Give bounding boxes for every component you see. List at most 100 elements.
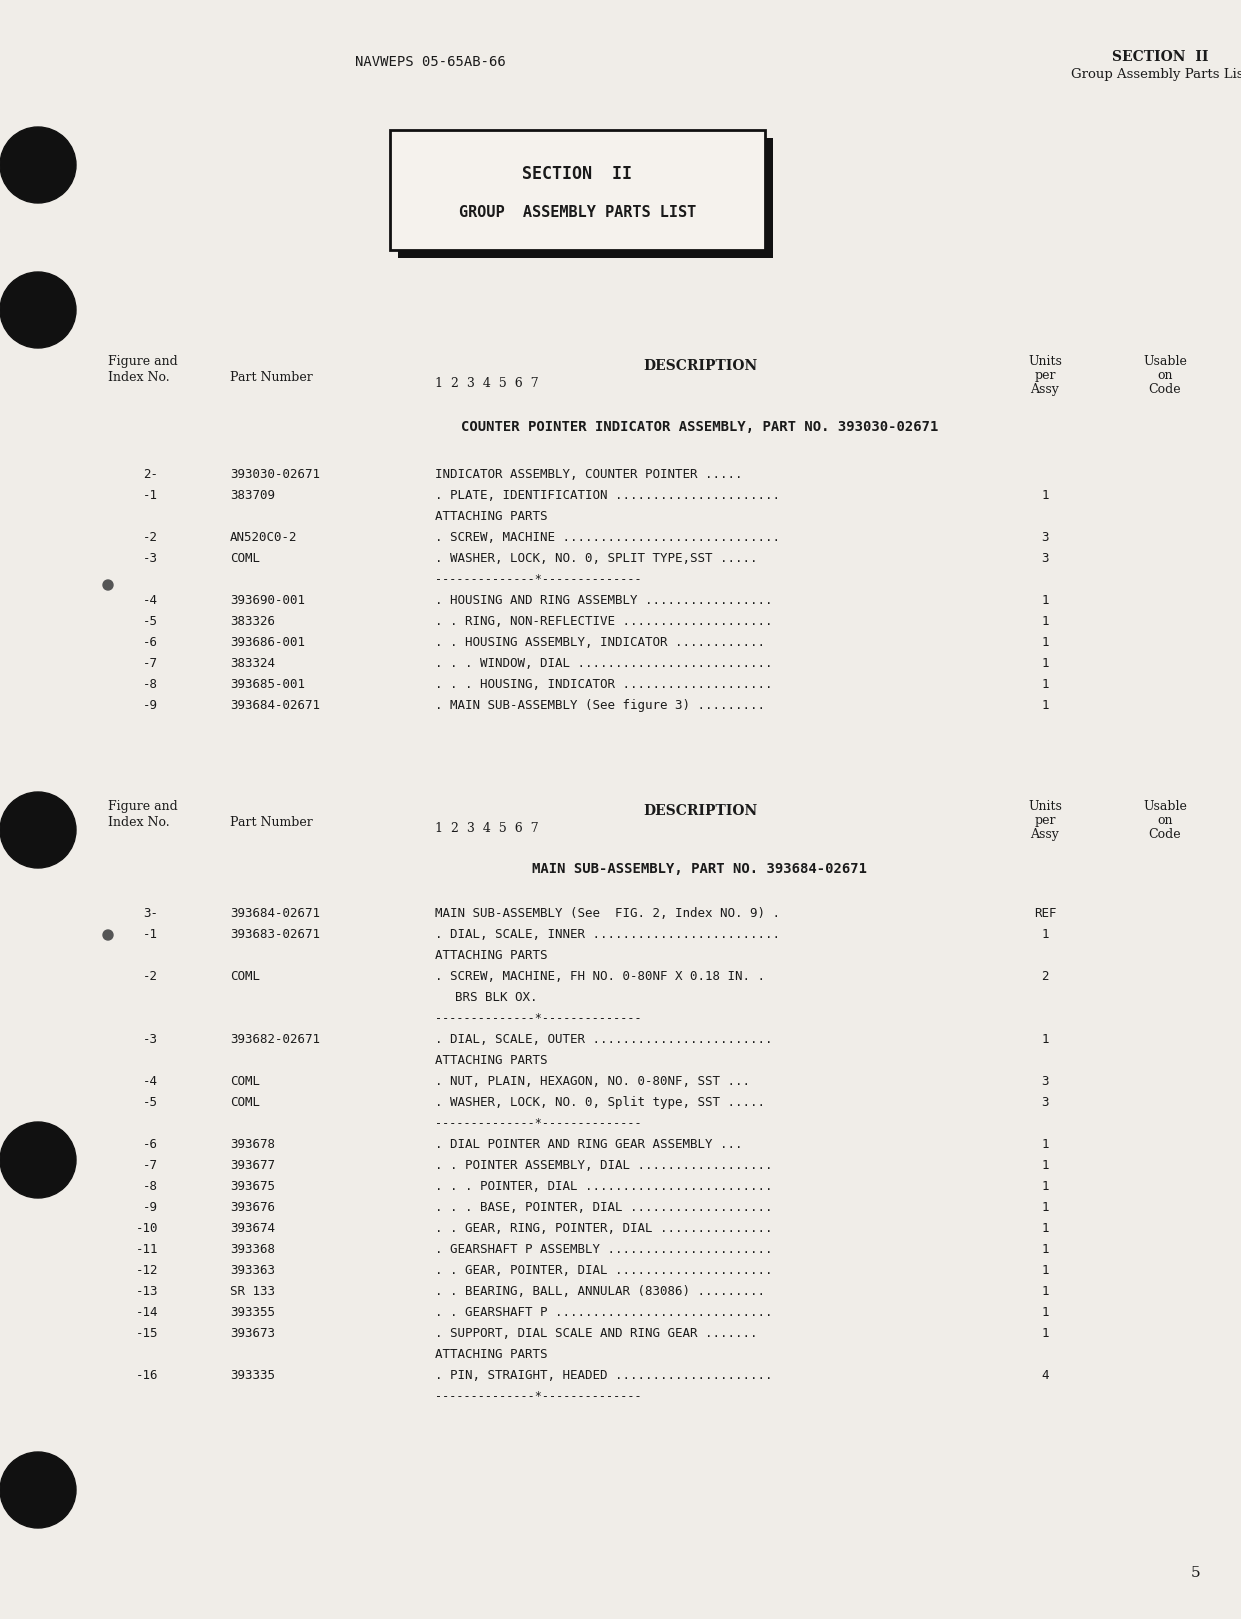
Circle shape [103, 929, 113, 941]
Text: --------------*--------------: --------------*-------------- [436, 1117, 642, 1130]
Text: 383709: 383709 [230, 489, 276, 502]
Text: 393030-02671: 393030-02671 [230, 468, 320, 481]
Text: . DIAL, SCALE, OUTER ........................: . DIAL, SCALE, OUTER ...................… [436, 1033, 772, 1046]
Text: 393676: 393676 [230, 1201, 276, 1214]
Text: ATTACHING PARTS: ATTACHING PARTS [436, 510, 547, 523]
Text: . . RING, NON-REFLECTIVE ....................: . . RING, NON-REFLECTIVE ...............… [436, 615, 772, 628]
Text: . . GEAR, POINTER, DIAL .....................: . . GEAR, POINTER, DIAL ................… [436, 1264, 772, 1277]
Text: . PIN, STRAIGHT, HEADED .....................: . PIN, STRAIGHT, HEADED ................… [436, 1370, 772, 1383]
Text: 1: 1 [1041, 1328, 1049, 1341]
Text: -4: -4 [143, 594, 158, 607]
Text: 1  2  3  4  5  6  7: 1 2 3 4 5 6 7 [436, 822, 539, 835]
Bar [390, 130, 764, 249]
Text: Usable: Usable [1143, 355, 1186, 368]
Circle shape [0, 1452, 76, 1528]
Text: -4: -4 [143, 1075, 158, 1088]
Text: . WASHER, LOCK, NO. 0, SPLIT TYPE,SST .....: . WASHER, LOCK, NO. 0, SPLIT TYPE,SST ..… [436, 552, 757, 565]
Text: SECTION  II: SECTION II [1112, 50, 1209, 65]
Text: Part Number: Part Number [230, 371, 313, 384]
Text: 393673: 393673 [230, 1328, 276, 1341]
Text: 383326: 383326 [230, 615, 276, 628]
Text: NAVWEPS 05-65AB-66: NAVWEPS 05-65AB-66 [355, 55, 505, 70]
Text: . . . BASE, POINTER, DIAL ...................: . . . BASE, POINTER, DIAL ..............… [436, 1201, 772, 1214]
Text: -9: -9 [143, 1201, 158, 1214]
Text: -9: -9 [143, 699, 158, 712]
Text: -7: -7 [143, 657, 158, 670]
Text: MAIN SUB-ASSEMBLY, PART NO. 393684-02671: MAIN SUB-ASSEMBLY, PART NO. 393684-02671 [532, 861, 867, 876]
Text: BRS BLK OX.: BRS BLK OX. [455, 991, 537, 1004]
Text: Units: Units [1028, 355, 1062, 368]
Text: 393690-001: 393690-001 [230, 594, 305, 607]
Text: -8: -8 [143, 1180, 158, 1193]
Text: . MAIN SUB-ASSEMBLY (See figure 3) .........: . MAIN SUB-ASSEMBLY (See figure 3) .....… [436, 699, 764, 712]
Text: -16: -16 [135, 1370, 158, 1383]
Text: ATTACHING PARTS: ATTACHING PARTS [436, 949, 547, 962]
Circle shape [0, 1122, 76, 1198]
Text: 393686-001: 393686-001 [230, 636, 305, 649]
Text: --------------*--------------: --------------*-------------- [436, 1012, 642, 1025]
Text: . . HOUSING ASSEMBLY, INDICATOR ............: . . HOUSING ASSEMBLY, INDICATOR ........… [436, 636, 764, 649]
Text: 1: 1 [1041, 1264, 1049, 1277]
Text: -7: -7 [143, 1159, 158, 1172]
Bar [398, 138, 773, 257]
Text: 1: 1 [1041, 1201, 1049, 1214]
Text: -1: -1 [143, 928, 158, 941]
Text: -14: -14 [135, 1307, 158, 1319]
Text: 4: 4 [1041, 1370, 1049, 1383]
Text: 1: 1 [1041, 928, 1049, 941]
Text: Assy: Assy [1030, 827, 1060, 840]
Text: . SCREW, MACHINE, FH NO. 0-80NF X 0.18 IN. .: . SCREW, MACHINE, FH NO. 0-80NF X 0.18 I… [436, 970, 764, 983]
Text: GROUP  ASSEMBLY PARTS LIST: GROUP ASSEMBLY PARTS LIST [459, 206, 696, 220]
Text: . WASHER, LOCK, NO. 0, Split type, SST .....: . WASHER, LOCK, NO. 0, Split type, SST .… [436, 1096, 764, 1109]
Text: --------------*--------------: --------------*-------------- [436, 1391, 642, 1404]
Text: Code: Code [1149, 384, 1181, 397]
Text: . . . POINTER, DIAL .........................: . . . POINTER, DIAL ....................… [436, 1180, 772, 1193]
Text: 393682-02671: 393682-02671 [230, 1033, 320, 1046]
Text: 1: 1 [1041, 657, 1049, 670]
Text: -2: -2 [143, 531, 158, 544]
Text: 393678: 393678 [230, 1138, 276, 1151]
Text: 1: 1 [1041, 1180, 1049, 1193]
Text: 1: 1 [1041, 615, 1049, 628]
Text: COML: COML [230, 970, 261, 983]
Text: DESCRIPTION: DESCRIPTION [643, 805, 757, 818]
Text: -6: -6 [143, 1138, 158, 1151]
Text: 393355: 393355 [230, 1307, 276, 1319]
Text: 1: 1 [1041, 699, 1049, 712]
Text: 2-: 2- [143, 468, 158, 481]
Text: 1: 1 [1041, 594, 1049, 607]
Text: 1: 1 [1041, 489, 1049, 502]
Text: 1: 1 [1041, 1243, 1049, 1256]
Text: . GEARSHAFT P ASSEMBLY ......................: . GEARSHAFT P ASSEMBLY .................… [436, 1243, 772, 1256]
Text: Part Number: Part Number [230, 816, 313, 829]
Text: 393677: 393677 [230, 1159, 276, 1172]
Text: . PLATE, IDENTIFICATION ......................: . PLATE, IDENTIFICATION ................… [436, 489, 781, 502]
Text: -10: -10 [135, 1222, 158, 1235]
Text: 1: 1 [1041, 1138, 1049, 1151]
Text: . . BEARING, BALL, ANNULAR (83086) .........: . . BEARING, BALL, ANNULAR (83086) .....… [436, 1285, 764, 1298]
Text: COUNTER POINTER INDICATOR ASSEMBLY, PART NO. 393030-02671: COUNTER POINTER INDICATOR ASSEMBLY, PART… [462, 419, 938, 434]
Text: 1: 1 [1041, 1033, 1049, 1046]
Text: . . GEAR, RING, POINTER, DIAL ...............: . . GEAR, RING, POINTER, DIAL ..........… [436, 1222, 772, 1235]
Text: Assy: Assy [1030, 384, 1060, 397]
Text: . . POINTER ASSEMBLY, DIAL ..................: . . POINTER ASSEMBLY, DIAL .............… [436, 1159, 772, 1172]
Text: -3: -3 [143, 552, 158, 565]
Text: 1: 1 [1041, 1307, 1049, 1319]
Circle shape [103, 580, 113, 589]
Text: Index No.: Index No. [108, 371, 170, 384]
Circle shape [0, 792, 76, 868]
Text: 393683-02671: 393683-02671 [230, 928, 320, 941]
Text: Group Assembly Parts List: Group Assembly Parts List [1071, 68, 1241, 81]
Text: Code: Code [1149, 827, 1181, 840]
Text: COML: COML [230, 1075, 261, 1088]
Text: -5: -5 [143, 615, 158, 628]
Text: Usable: Usable [1143, 800, 1186, 813]
Text: REF: REF [1034, 907, 1056, 920]
Text: Figure and: Figure and [108, 355, 177, 368]
Text: Figure and: Figure and [108, 800, 177, 813]
Text: 3: 3 [1041, 1096, 1049, 1109]
Text: -11: -11 [135, 1243, 158, 1256]
Text: 1: 1 [1041, 636, 1049, 649]
Text: 393684-02671: 393684-02671 [230, 907, 320, 920]
Text: 1: 1 [1041, 1222, 1049, 1235]
